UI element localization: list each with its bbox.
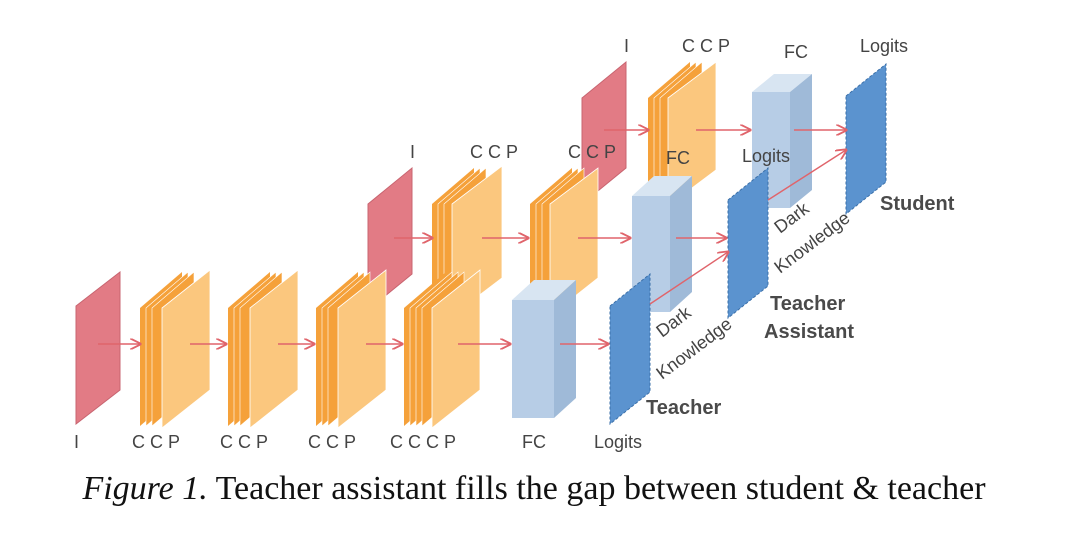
student-conv-block xyxy=(648,61,717,207)
assistant-conv-label-1: C C P xyxy=(470,142,518,162)
assistant-network-label-line2: Assistant xyxy=(764,321,854,343)
assistant-logits-label: Logits xyxy=(742,146,790,166)
assistant-conv-label-2: C C P xyxy=(568,142,616,162)
caption-prefix: Figure 1. xyxy=(82,470,208,507)
teacher-conv-block-1 xyxy=(140,269,211,429)
assistant-network-label-line1: Teacher xyxy=(770,293,845,315)
teacher-conv-label-1: C C P xyxy=(132,432,180,452)
assistant-fc-layer xyxy=(632,176,692,312)
assistant-logits-layer xyxy=(727,166,769,320)
teacher-conv-label-3: C C P xyxy=(308,432,356,452)
assistant-input-label: I xyxy=(410,142,415,162)
teacher-input-label: I xyxy=(74,432,79,452)
student-input-layer xyxy=(581,60,627,206)
network-diagram: I C C P FC Logits Student I xyxy=(74,36,955,452)
student-fc-label: FC xyxy=(784,42,808,62)
teacher-conv-label-2: C C P xyxy=(220,432,268,452)
teacher-conv-block-2 xyxy=(228,269,299,429)
student-network: I C C P FC Logits Student xyxy=(581,36,955,216)
student-logits-label: Logits xyxy=(860,36,908,56)
assistant-conv-block-2 xyxy=(530,167,599,317)
teacher-conv-label-4: C C C P xyxy=(390,432,456,452)
teacher-network: I C C P C C P C C P C C C P FC Logits Te… xyxy=(74,269,721,452)
assistant-fc-label: FC xyxy=(666,148,690,168)
teacher-conv-block-3 xyxy=(316,269,387,429)
student-conv-label: C C P xyxy=(682,36,730,56)
teacher-network-label: Teacher xyxy=(646,397,721,419)
teacher-logits-layer xyxy=(609,272,651,426)
teacher-conv-block-4 xyxy=(404,269,481,429)
student-network-label: Student xyxy=(880,193,955,215)
caption-text: Teacher assistant fills the gap between … xyxy=(207,470,986,507)
teacher-logits-label: Logits xyxy=(594,432,642,452)
teacher-input-layer xyxy=(75,270,121,426)
teacher-fc-label: FC xyxy=(522,432,546,452)
teacher-fc-layer xyxy=(512,280,576,418)
student-logits-layer xyxy=(845,62,887,216)
figure-caption: Figure 1. Teacher assistant fills the ga… xyxy=(0,470,1068,508)
student-input-label: I xyxy=(624,36,629,56)
